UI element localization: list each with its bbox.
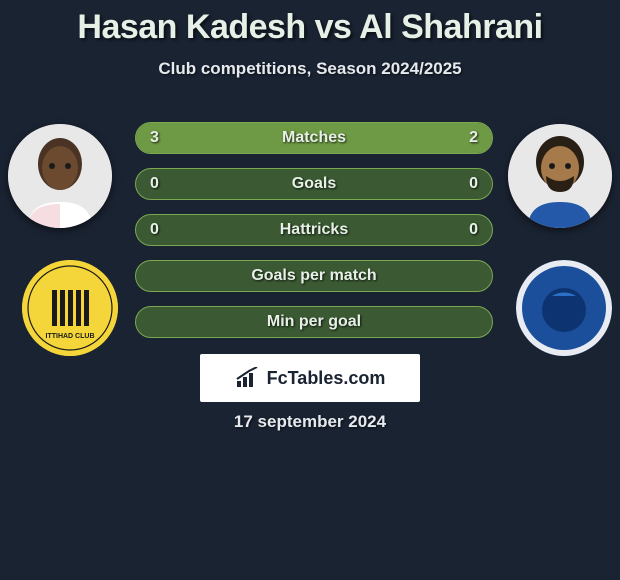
page-title: Hasan Kadesh vs Al Shahrani bbox=[0, 8, 620, 47]
stat-row: Goals per match bbox=[135, 260, 493, 292]
stat-bars: 32Matches 00Goals 00Hattricks Goals per mat… bbox=[135, 122, 493, 352]
club-left-text: ITTIHAD CLUB bbox=[46, 333, 95, 340]
stat-label: Goals bbox=[136, 169, 492, 199]
stat-row: 00Goals bbox=[135, 168, 493, 200]
club-right-text: ALHILAL S. FC bbox=[539, 273, 589, 280]
footer-date: 17 september 2024 bbox=[0, 412, 620, 432]
brand-badge: FcTables.com bbox=[200, 354, 420, 402]
stat-label: Matches bbox=[136, 123, 492, 153]
comparison-card: Hasan Kadesh vs Al Shahrani Club competi… bbox=[0, 0, 620, 580]
subtitle: Club competitions, Season 2024/2025 bbox=[0, 59, 620, 79]
stat-row: Min per goal bbox=[135, 306, 493, 338]
player-right-avatar bbox=[508, 124, 612, 228]
brand-text: FcTables.com bbox=[267, 368, 386, 389]
stat-label: Min per goal bbox=[136, 307, 492, 337]
club-right-badge: ALHILAL S. FC bbox=[516, 260, 612, 356]
player-left-avatar bbox=[8, 124, 112, 228]
club-left-badge: ITTIHAD CLUB bbox=[22, 260, 118, 356]
stat-label: Hattricks bbox=[136, 215, 492, 245]
stat-row: 00Hattricks bbox=[135, 214, 493, 246]
stat-row: 32Matches bbox=[135, 122, 493, 154]
chart-icon bbox=[235, 367, 261, 389]
stat-label: Goals per match bbox=[136, 261, 492, 291]
